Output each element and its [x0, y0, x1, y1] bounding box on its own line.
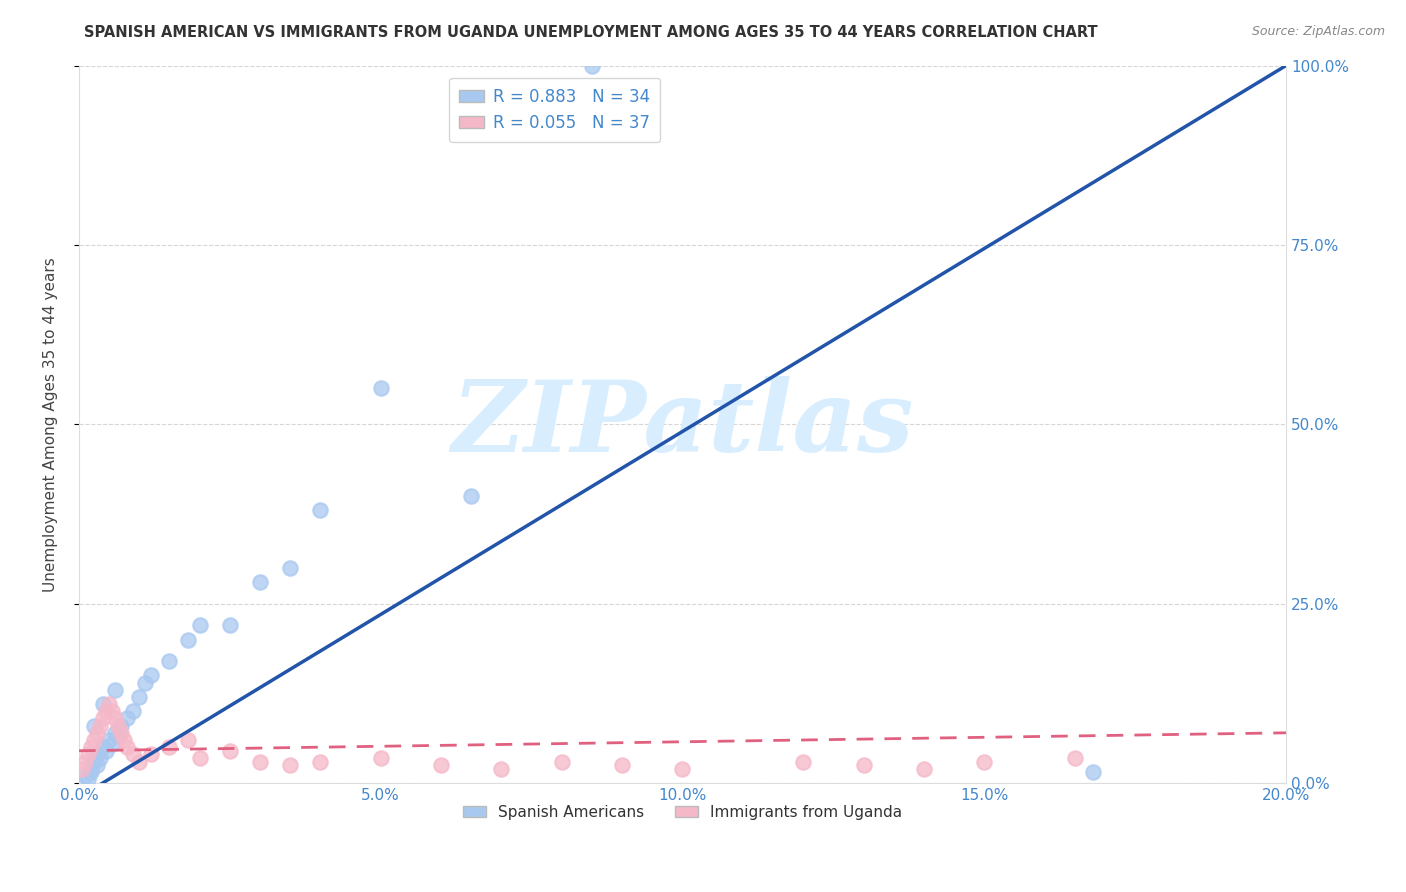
Legend: Spanish Americans, Immigrants from Uganda: Spanish Americans, Immigrants from Ugand… [457, 798, 908, 826]
Point [188, 618, 211, 632]
Point [83, 719, 105, 733]
Point [73, 769, 96, 783]
Point [89, 751, 111, 765]
Text: ZIPatlas: ZIPatlas [451, 376, 914, 473]
Point [91, 711, 114, 725]
Point [218, 618, 240, 632]
Point [94, 744, 117, 758]
Point [671, 762, 693, 776]
Point [115, 740, 138, 755]
Point [101, 737, 124, 751]
Text: Source: ZipAtlas.com: Source: ZipAtlas.com [1251, 25, 1385, 38]
Point [491, 762, 513, 776]
Point [278, 561, 301, 575]
Point [83, 733, 105, 747]
Point [249, 755, 271, 769]
Point [128, 755, 150, 769]
Point [110, 726, 132, 740]
Point [176, 632, 198, 647]
Point [115, 711, 138, 725]
Point [278, 758, 301, 772]
Point [110, 719, 132, 733]
Point [86, 726, 108, 740]
Point [104, 711, 127, 725]
Point [188, 751, 211, 765]
Point [309, 503, 332, 517]
Point [94, 704, 117, 718]
Point [852, 758, 875, 772]
Point [86, 747, 108, 762]
Point [104, 726, 127, 740]
Point [218, 744, 240, 758]
Point [159, 654, 181, 668]
Point [91, 740, 114, 755]
Point [141, 668, 163, 682]
Point [89, 719, 111, 733]
Y-axis label: Unemployment Among Ages 35 to 44 years: Unemployment Among Ages 35 to 44 years [44, 257, 58, 591]
Point [122, 747, 145, 762]
Point [370, 381, 392, 395]
Point [430, 758, 453, 772]
Point [973, 755, 995, 769]
Point [107, 730, 129, 744]
Point [98, 697, 121, 711]
Point [128, 690, 150, 704]
Point [122, 704, 145, 718]
Point [77, 747, 100, 762]
Point [176, 733, 198, 747]
Point [80, 740, 103, 755]
Point [460, 489, 482, 503]
Point [370, 751, 392, 765]
Point [80, 762, 103, 776]
Point [83, 755, 105, 769]
Point [73, 755, 96, 769]
Point [77, 772, 100, 787]
Point [792, 755, 814, 769]
Point [112, 733, 135, 747]
Point [581, 59, 603, 73]
Point [1063, 751, 1085, 765]
Point [551, 755, 574, 769]
Point [249, 575, 271, 590]
Point [101, 704, 124, 718]
Point [70, 762, 93, 776]
Point [80, 765, 103, 780]
Point [86, 758, 108, 772]
Point [104, 682, 127, 697]
Point [309, 755, 332, 769]
Text: SPANISH AMERICAN VS IMMIGRANTS FROM UGANDA UNEMPLOYMENT AMONG AGES 35 TO 44 YEAR: SPANISH AMERICAN VS IMMIGRANTS FROM UGAN… [84, 25, 1097, 40]
Point [1081, 765, 1104, 780]
Point [610, 758, 633, 772]
Point [91, 697, 114, 711]
Point [141, 747, 163, 762]
Point [107, 719, 129, 733]
Point [98, 733, 121, 747]
Point [912, 762, 935, 776]
Point [159, 740, 181, 755]
Point [134, 675, 156, 690]
